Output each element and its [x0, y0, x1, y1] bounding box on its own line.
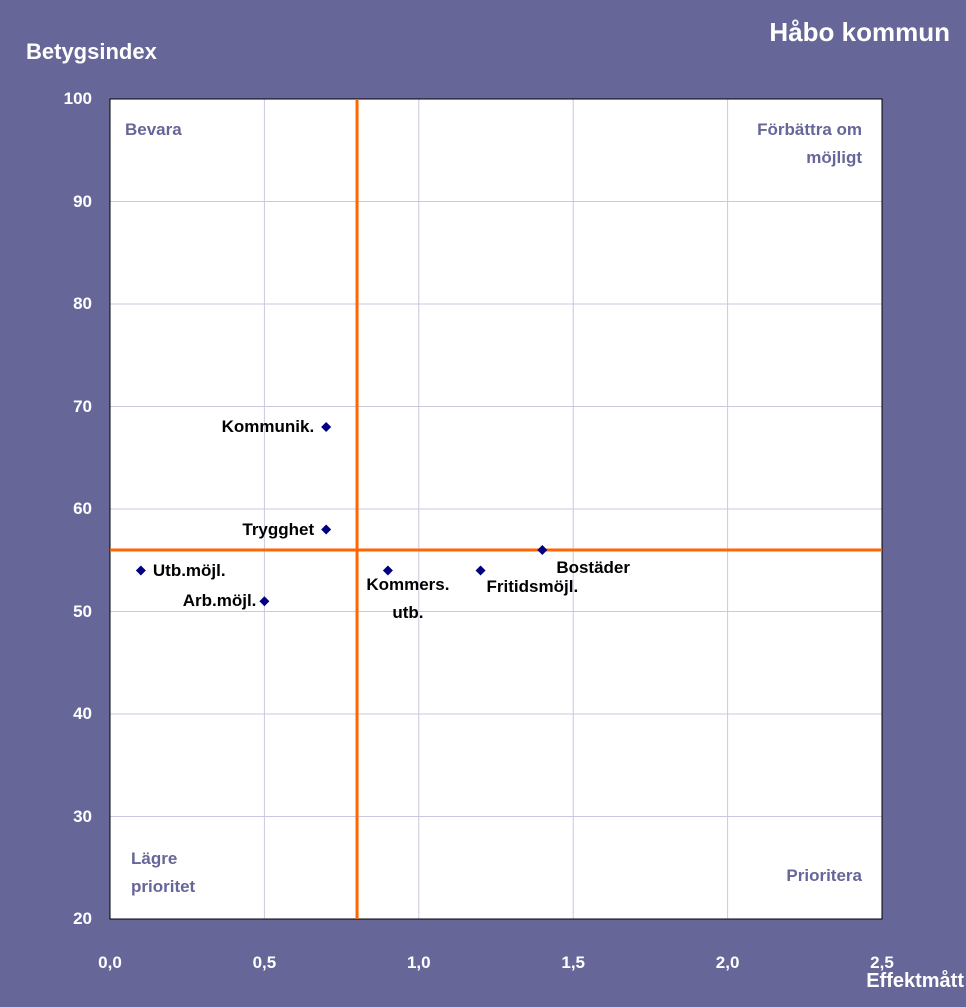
- quadrant-label: Prioritera: [786, 866, 862, 885]
- point-label: Fritidsmöjl.: [486, 576, 579, 596]
- x-tick-label: 0,5: [252, 953, 277, 972]
- point-label: Arb.möjl.: [182, 591, 257, 611]
- point: [259, 596, 270, 607]
- point: [382, 565, 393, 576]
- x-tick-label: 1,5: [561, 953, 585, 972]
- x-tick-label: 2,0: [715, 953, 740, 972]
- x-tick-label: 2,5: [870, 953, 894, 972]
- y-axis-label: Betygsindex: [26, 39, 157, 64]
- point-label: Kommunik.: [221, 417, 315, 436]
- quadrant-label: Lägre prioritet: [131, 849, 196, 896]
- chart-title: Håbo kommun: [769, 17, 950, 47]
- point-label: Kommers. utb.: [366, 574, 450, 622]
- point-label: Bostäder: [556, 558, 630, 577]
- y-tick-label: 40: [73, 704, 92, 723]
- y-tick-label: 100: [63, 89, 92, 108]
- y-tick-label: 60: [73, 499, 92, 518]
- point-label: Utb.möjl.: [152, 560, 226, 580]
- x-tick-label: 1,0: [406, 953, 431, 972]
- y-tick-label: 30: [73, 806, 92, 826]
- point: [321, 422, 332, 432]
- y-tick-label: 80: [73, 294, 92, 313]
- point: [537, 545, 548, 555]
- quadrant-label: Bevara: [125, 120, 182, 139]
- y-tick-label: 50: [73, 601, 92, 621]
- y-tick-label: 70: [73, 396, 92, 416]
- point: [475, 565, 486, 576]
- point: [135, 565, 146, 576]
- y-tick-label: 90: [73, 191, 92, 211]
- x-tick-label: 0,0: [98, 953, 122, 972]
- point: [321, 524, 332, 535]
- y-tick-label: 20: [73, 909, 92, 928]
- x-axis-label: Effektmått: [866, 970, 964, 992]
- quadrant-label: Förbättra om möjligt: [757, 120, 862, 167]
- point-label: Trygghet: [242, 519, 315, 539]
- plot-border: [109, 98, 883, 920]
